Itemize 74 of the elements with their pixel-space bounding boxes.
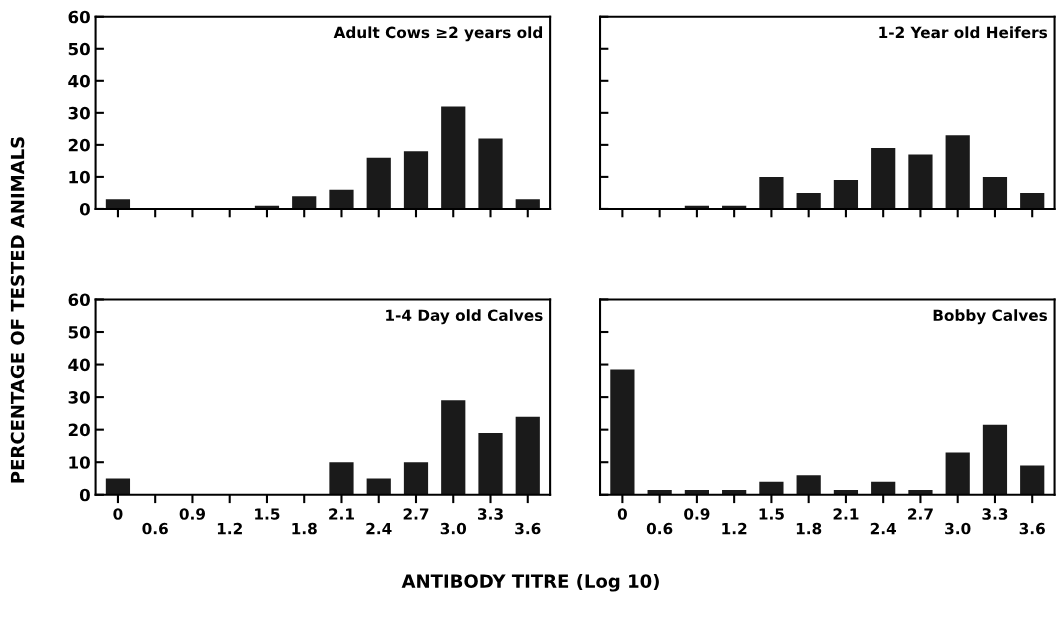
bar (945, 452, 970, 495)
y-tick-label: 10 (69, 456, 90, 469)
bar (982, 176, 1008, 209)
bar (610, 369, 635, 495)
x-tick-label: 0 (113, 508, 123, 520)
x-tick-label: 0.6 (646, 522, 673, 535)
x-tick-label: 3.0 (440, 522, 467, 535)
bar (871, 148, 896, 209)
bar (515, 199, 540, 209)
y-tick-label: 30 (68, 106, 90, 120)
text: 1-2 Year old Heifers (879, 26, 1048, 39)
y-tick-label: 30 (68, 391, 90, 404)
bar (871, 481, 896, 495)
bar (908, 154, 933, 209)
x-tick-label: 1.2 (722, 522, 747, 535)
bar (105, 478, 131, 495)
x-tick-label: 1.5 (759, 508, 784, 520)
bar (1020, 465, 1045, 495)
x-tick-label: 3.6 (1019, 522, 1045, 535)
x-tick-label: 0.6 (142, 522, 168, 535)
y-tick-label: 10 (69, 170, 90, 184)
y-tick-label: 60 (68, 293, 90, 307)
bar (982, 424, 1008, 495)
y-tick-label: 20 (68, 138, 90, 152)
bar (105, 199, 131, 209)
bar (329, 462, 354, 495)
bar (441, 106, 466, 209)
x-tick-label: 3.6 (515, 522, 541, 535)
bar (1020, 192, 1045, 209)
x-tick-label: 1.8 (796, 522, 822, 535)
bar (329, 189, 354, 209)
bar (403, 151, 429, 209)
x-tick-label: 0.9 (179, 508, 205, 520)
y-tick-label: 40 (68, 358, 90, 372)
text: 1-4 Day old Calves (386, 309, 543, 325)
x-tick-label: 2.1 (329, 508, 354, 520)
y-tick-label: 0 (79, 202, 90, 216)
x-axis-title: ANTIBODY TITRE (Log 10) (401, 574, 659, 592)
text: Adult Cows ≥2 years old (333, 26, 543, 42)
bar (833, 180, 859, 209)
bar (366, 157, 391, 209)
bar (759, 176, 784, 209)
y-tick-label: 50 (68, 325, 90, 339)
x-tick-label: 2.7 (908, 508, 933, 520)
x-tick-label: 0.9 (684, 508, 710, 520)
y-tick-label: 60 (68, 10, 90, 24)
x-tick-label: 3.3 (982, 508, 1008, 520)
x-tick-label: 2.1 (833, 508, 859, 520)
x-tick-label: 3.3 (477, 508, 503, 520)
bar (478, 138, 503, 209)
bar (403, 462, 429, 495)
x-tick-label: 2.4 (366, 522, 392, 535)
bar (478, 432, 503, 495)
bar (366, 478, 391, 495)
x-tick-label: 1.8 (292, 522, 317, 535)
bar (945, 135, 970, 209)
x-tick-label: 1.2 (217, 522, 242, 535)
x-tick-label: 2.7 (403, 508, 429, 520)
y-tick-label: 20 (68, 423, 90, 437)
y-tick-label: 50 (68, 42, 90, 56)
x-tick-label: 2.4 (870, 522, 897, 535)
bar (292, 196, 317, 209)
bar (759, 481, 784, 495)
x-tick-label: 1.5 (255, 508, 280, 520)
bar (441, 400, 466, 495)
y-tick-label: 40 (68, 74, 90, 88)
y-axis-title: PERCENTAGE OF TESTED ANIMALS (10, 137, 25, 483)
bar (796, 192, 821, 209)
y-tick-label: 0 (79, 488, 90, 502)
bar (515, 416, 540, 495)
bar (796, 475, 821, 495)
x-tick-label: 0 (617, 508, 627, 520)
x-tick-label: 3.0 (945, 522, 971, 535)
text: Bobby Calves (933, 309, 1048, 325)
